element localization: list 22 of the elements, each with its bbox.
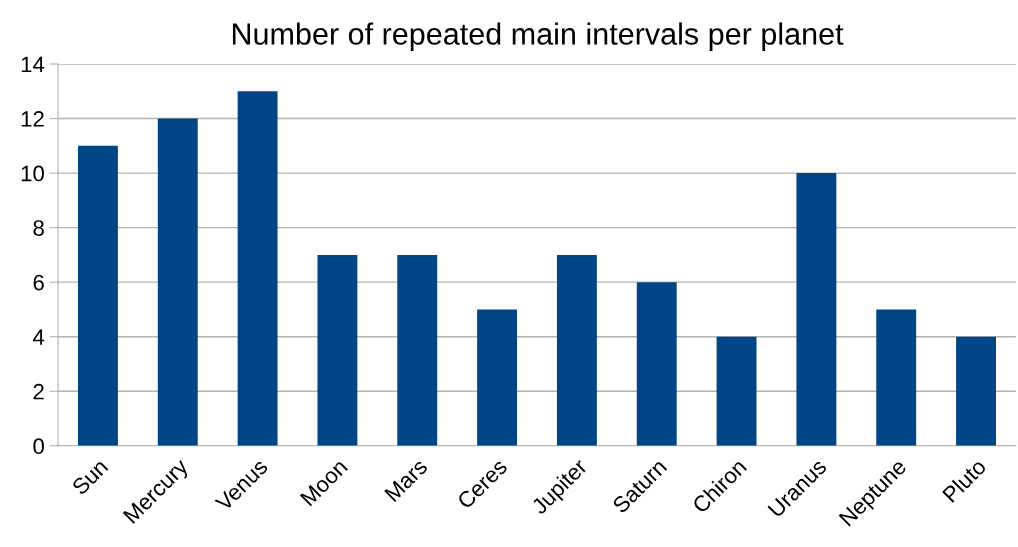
bar	[317, 254, 358, 446]
bar	[237, 91, 278, 446]
y-tick-label: 14	[21, 56, 45, 73]
bar	[716, 336, 757, 446]
y-tick-label: 2	[33, 383, 44, 400]
bar	[397, 254, 438, 446]
y-tick-label: 0	[33, 438, 44, 455]
y-tick-label: 12	[21, 111, 44, 127]
bar	[956, 336, 997, 446]
y-tick-label: 4	[32, 329, 45, 345]
y-tick-label: 6	[33, 274, 44, 291]
bar	[77, 145, 118, 446]
bar	[876, 309, 917, 446]
bar	[157, 118, 198, 446]
bar	[636, 282, 677, 446]
y-tick-label: 8	[33, 220, 44, 236]
chart-title: Number of repeated main intervals per planet	[232, 22, 844, 51]
bar	[556, 254, 597, 446]
bar	[796, 173, 837, 446]
bar	[477, 309, 518, 446]
y-tick-label: 10	[21, 165, 44, 182]
x-tick-label: Sun	[71, 458, 109, 496]
